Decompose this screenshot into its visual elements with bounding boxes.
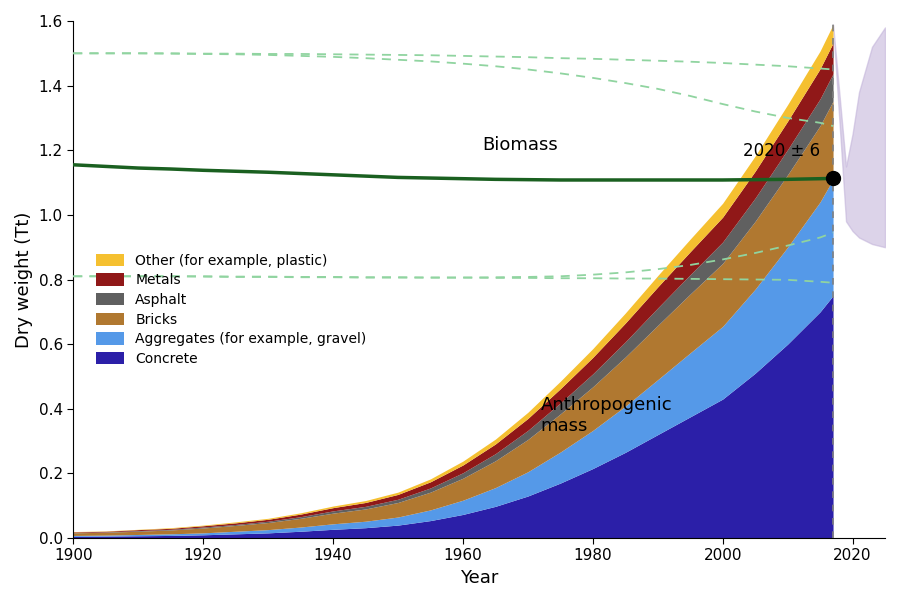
Text: 2020 ± 6: 2020 ± 6 — [742, 142, 820, 160]
X-axis label: Year: Year — [460, 569, 499, 587]
Y-axis label: Dry weight (Tt): Dry weight (Tt) — [15, 211, 33, 348]
Legend: Other (for example, plastic), Metals, Asphalt, Bricks, Aggregates (for example, : Other (for example, plastic), Metals, As… — [96, 254, 366, 365]
Text: Anthropogenic
mass: Anthropogenic mass — [541, 396, 672, 435]
Text: Biomass: Biomass — [482, 137, 558, 154]
